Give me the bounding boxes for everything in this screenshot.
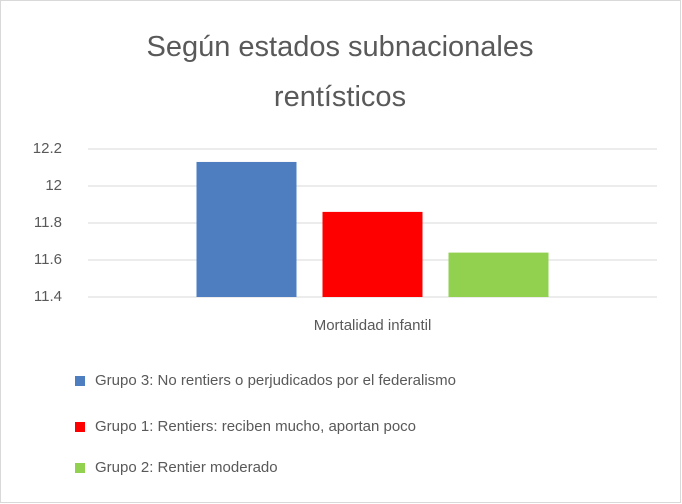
y-tick-label: 11.4 — [34, 288, 62, 305]
legend-label: Grupo 1: Rentiers: reciben mucho, aporta… — [95, 418, 416, 435]
legend-label: Grupo 3: No rentiers o perjudicados por … — [95, 372, 456, 389]
legend-swatch — [75, 422, 85, 432]
legend-swatch — [75, 463, 85, 473]
y-tick-label: 12 — [45, 177, 62, 194]
bar — [448, 252, 549, 297]
y-tick-label: 12.2 — [33, 140, 62, 157]
legend-swatch — [75, 376, 85, 386]
bar — [196, 161, 297, 297]
legend-label: Grupo 2: Rentier moderado — [95, 459, 278, 476]
y-tick-label: 11.8 — [34, 214, 62, 231]
chart-title: Según estados subnacionales rentísticos — [146, 31, 534, 113]
y-tick-label: 11.6 — [34, 251, 62, 268]
bar — [322, 211, 423, 297]
x-tick-label: Mortalidad infantil — [314, 317, 432, 334]
